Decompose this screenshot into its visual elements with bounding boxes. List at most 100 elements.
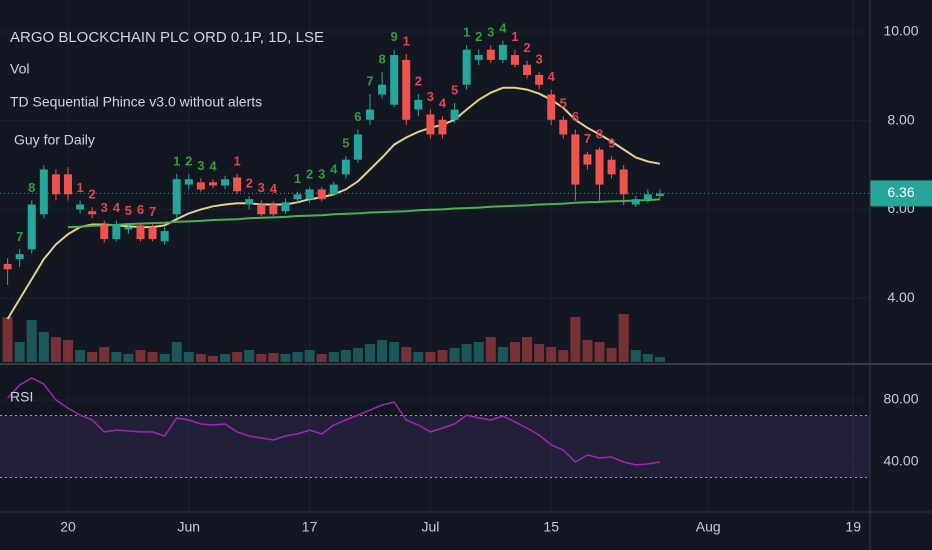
candle-body (595, 149, 604, 185)
td-down-count: 4 (439, 96, 447, 111)
candle-body (233, 177, 242, 192)
volume-bar (38, 332, 49, 362)
td-up-count: 7 (366, 73, 373, 88)
volume-bar (14, 342, 25, 362)
candle-body (607, 159, 616, 175)
td-up-count: 2 (306, 167, 313, 182)
volume-bar (618, 314, 629, 362)
candle-body (64, 174, 72, 195)
candle-body (148, 227, 157, 240)
candle-body (547, 94, 556, 120)
candle-body (366, 109, 374, 120)
candle-body (571, 134, 580, 185)
td-down-count: 5 (451, 82, 458, 97)
td-down-count: 4 (113, 200, 121, 215)
candle-body (112, 224, 121, 240)
x-tick-label: Jun (178, 519, 201, 535)
volume-bar (280, 354, 291, 362)
td-down-count: 7 (149, 204, 156, 219)
td-down-count: 1 (76, 180, 83, 195)
candle-body (15, 254, 24, 260)
volume-bar (425, 352, 436, 362)
volume-bar (606, 348, 617, 362)
candle-body (3, 263, 12, 270)
candle-body (184, 179, 193, 185)
volume-bar (461, 344, 472, 362)
volume-bar (365, 344, 375, 362)
td-down-count: 4 (270, 181, 278, 196)
volume-bar (207, 356, 218, 362)
candle-body (76, 204, 85, 210)
candle-body (378, 84, 387, 95)
td-up-count: 3 (197, 158, 204, 173)
td-up-count: 4 (209, 159, 217, 174)
volume-bar (123, 354, 134, 362)
candle-body (51, 174, 60, 195)
volume-bar (316, 354, 327, 362)
volume-bar (232, 352, 243, 362)
candle-body (390, 55, 399, 105)
td-up-count: 7 (16, 229, 23, 244)
candle-body (655, 193, 664, 197)
td-down-count: 1 (511, 29, 518, 44)
y-tick-label: 4.00 (887, 289, 914, 305)
candle-body (498, 44, 507, 60)
volume-bar (413, 352, 424, 362)
candle-body (643, 194, 652, 200)
td-up-count: 1 (294, 171, 301, 186)
candle-body (196, 182, 205, 190)
candle-body (257, 204, 266, 215)
x-tick-label: Jul (421, 519, 439, 535)
candle-body (305, 189, 314, 200)
td-up-count: 8 (378, 51, 385, 66)
candle-body (100, 224, 109, 240)
candle-body (619, 169, 628, 195)
volume-bar (171, 342, 182, 362)
candle-body (510, 55, 519, 65)
td-down-count: 3 (536, 51, 543, 66)
volume-bar (401, 347, 412, 362)
candle-body (221, 179, 230, 186)
candle-body (523, 64, 532, 75)
td-up-count: 4 (330, 161, 338, 176)
candle-body (27, 204, 36, 250)
indicator-label: Vol (10, 61, 29, 77)
rsi-line (7, 377, 661, 466)
td-down-count: 6 (572, 109, 579, 124)
candle-body (462, 49, 471, 85)
volume-bar (558, 350, 569, 362)
volume-bar (594, 342, 605, 362)
td-down-count: 2 (415, 73, 422, 88)
candle-body (172, 179, 181, 215)
volume-bar (582, 340, 593, 362)
volume-bar (352, 348, 363, 362)
td-down-count: 7 (584, 131, 591, 146)
candle-body (474, 55, 483, 60)
volume-bar (63, 340, 73, 362)
td-down-count: 3 (427, 89, 434, 104)
td-down-count: 8 (596, 127, 603, 142)
x-tick-label: 19 (845, 519, 861, 535)
td-up-count: 5 (342, 136, 349, 151)
volume-bar (26, 320, 37, 362)
volume-bar (377, 340, 388, 362)
volume-bar (75, 350, 86, 362)
td-up-count: 1 (173, 153, 180, 168)
td-down-count: 1 (403, 34, 410, 49)
y-tick-label: 10.00 (883, 23, 918, 39)
volume-bar (534, 344, 545, 362)
candle-body (39, 169, 48, 215)
candle-body (535, 74, 544, 85)
td-up-count: 9 (391, 29, 398, 44)
candle-body (559, 119, 568, 135)
y-tick-label: 8.00 (887, 111, 914, 127)
volume-bar (50, 337, 61, 362)
td-down-count: 5 (560, 96, 567, 111)
pane-title: RSI (10, 389, 33, 405)
x-tick-label: 15 (543, 519, 559, 535)
chart-title: ARGO BLOCKCHAIN PLC ORD 0.1P, 1D, LSE (10, 29, 324, 46)
candle-body (317, 189, 326, 200)
volume-bar (522, 337, 533, 362)
volume-bar (99, 347, 110, 362)
